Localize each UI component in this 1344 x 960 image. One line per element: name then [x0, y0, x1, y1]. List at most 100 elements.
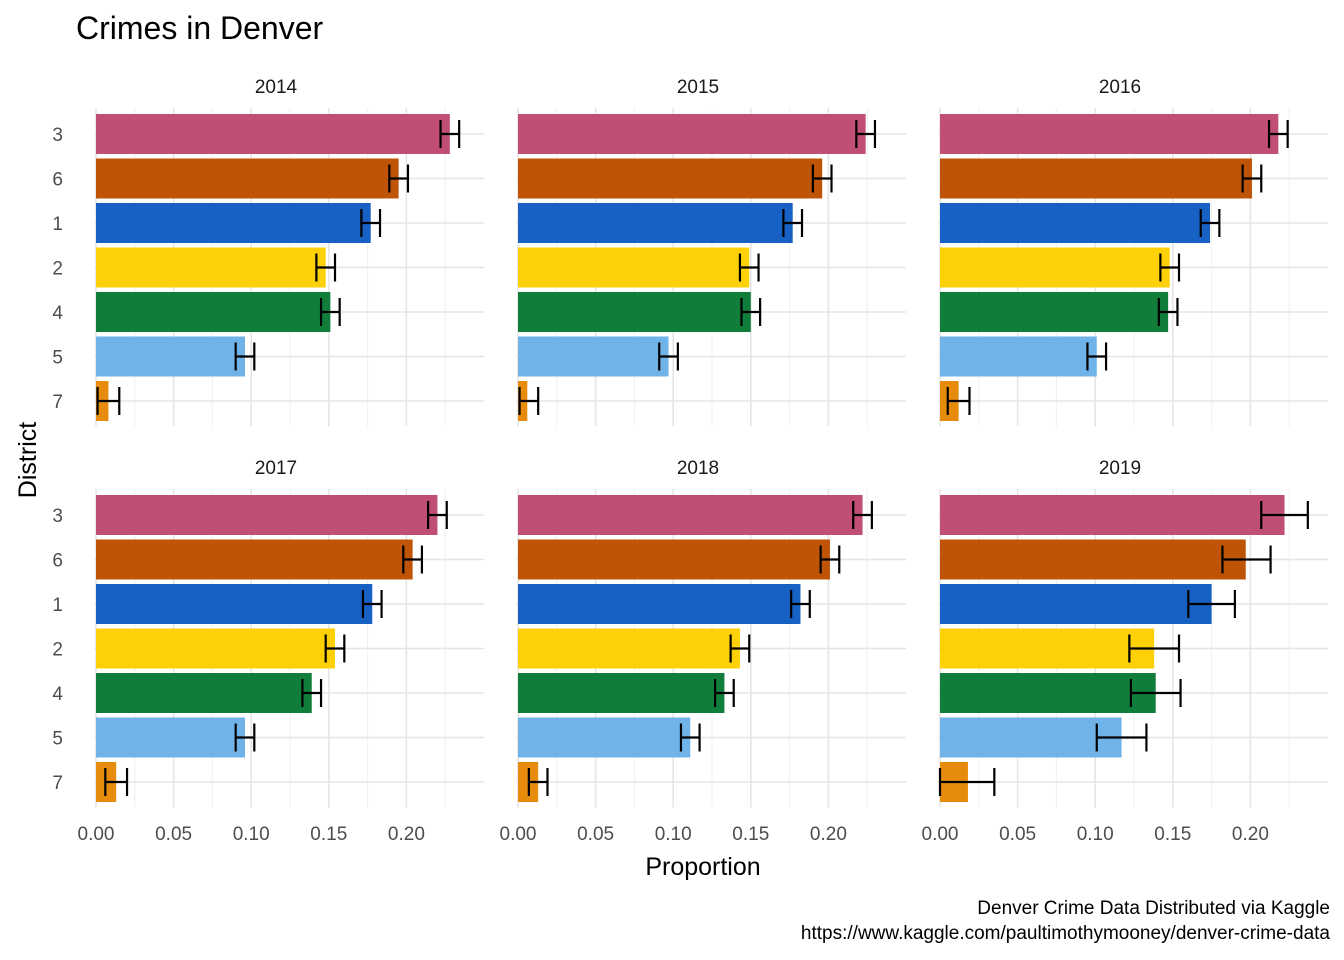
error-bar-district-3 — [855, 120, 877, 148]
bar-district-1 — [940, 203, 1211, 243]
bar-district-3 — [518, 114, 866, 154]
error-bar-district-6 — [402, 545, 424, 574]
bar-district-1 — [940, 584, 1212, 624]
facet-panel-2016: 2016 — [938, 77, 1328, 427]
y-tick-label: 1 — [52, 214, 63, 235]
error-bar-district-5 — [1086, 342, 1108, 371]
y-axis-title: District — [14, 422, 42, 498]
error-bar-district-3 — [427, 501, 448, 529]
x-tick-label: 0.00 — [922, 824, 959, 845]
bar-district-6 — [518, 158, 823, 199]
y-tick-label: 7 — [52, 392, 63, 413]
error-bar-district-4 — [301, 679, 323, 707]
bar-district-4 — [940, 292, 1169, 332]
error-bar-district-7 — [104, 768, 129, 796]
error-bar-district-3 — [1260, 501, 1309, 529]
bar-district-2 — [96, 247, 326, 288]
x-tick-label: 0.15 — [1154, 824, 1191, 845]
bar-district-6 — [96, 539, 413, 580]
y-tick-label: 5 — [52, 729, 63, 750]
error-bar-district-1 — [782, 209, 804, 237]
bar-district-6 — [940, 158, 1252, 199]
x-tick-label: 0.10 — [233, 824, 270, 845]
bar-district-1 — [518, 584, 801, 624]
y-tick-label: 2 — [52, 640, 63, 661]
bar-district-3 — [940, 114, 1279, 154]
bar-district-3 — [96, 495, 438, 535]
y-tick-label: 6 — [52, 170, 63, 191]
error-bar-district-4 — [1157, 298, 1179, 326]
bar-district-1 — [96, 203, 371, 243]
bar-district-5 — [940, 336, 1097, 377]
x-tick-label: 0.00 — [500, 824, 537, 845]
error-bar-district-6 — [1241, 164, 1263, 193]
facet-panel-2014: 2014 3 6 1 2 4 5 7 — [52, 77, 484, 427]
facet-panel-2019: 2019 0.00 0.05 0.10 0.15 0.20 — [922, 458, 1328, 845]
bar-district-3 — [940, 495, 1285, 535]
bar-district-5 — [96, 336, 245, 377]
error-bar-district-5 — [658, 342, 679, 371]
x-tick-label: 0.20 — [810, 824, 847, 845]
y-tick-label: 3 — [52, 125, 63, 146]
error-bar-district-4 — [319, 298, 341, 326]
bar-district-5 — [518, 717, 691, 758]
error-bar-district-7 — [96, 387, 121, 415]
bar-district-3 — [518, 495, 863, 535]
error-bar-district-1 — [360, 209, 382, 237]
x-tick-label: 0.05 — [155, 824, 192, 845]
x-tick-label: 0.10 — [1077, 824, 1114, 845]
error-bar-district-2 — [1128, 634, 1181, 663]
error-bar-district-1 — [1187, 590, 1236, 618]
y-tick-label: 7 — [52, 773, 63, 794]
bar-district-5 — [96, 717, 245, 758]
facet-label-2016: 2016 — [1099, 77, 1141, 98]
bar-district-4 — [518, 292, 751, 332]
facet-label-2018: 2018 — [677, 458, 719, 479]
y-tick-label: 4 — [52, 684, 63, 705]
bar-district-4 — [96, 292, 331, 332]
error-bar-district-7 — [527, 768, 549, 796]
error-bar-district-7 — [518, 387, 540, 415]
error-bar-district-2 — [738, 253, 760, 282]
bar-district-2 — [518, 247, 750, 288]
bar-district-4 — [96, 673, 312, 713]
x-tick-label: 0.05 — [577, 824, 614, 845]
x-tick-label: 0.00 — [78, 824, 115, 845]
error-bar-district-4 — [714, 679, 735, 707]
error-bar-district-1 — [361, 590, 383, 618]
caption-url: https://www.kaggle.com/paultimothymooney… — [801, 923, 1331, 944]
bar-district-2 — [96, 628, 336, 669]
error-bar-district-6 — [388, 164, 410, 193]
error-bar-district-5 — [234, 723, 256, 752]
chart-title: Crimes in Denver — [76, 10, 324, 46]
facet-panels: 2014 3 6 1 2 4 5 7 2015 2016 2017 3 6 1 2 4 5 7 0.00 0.05 0.… — [52, 77, 1328, 845]
y-tick-label: 5 — [52, 348, 63, 369]
bar-district-6 — [940, 539, 1246, 580]
error-bar-district-2 — [315, 253, 337, 282]
error-bar-district-2 — [729, 634, 751, 663]
bar-district-5 — [940, 717, 1122, 758]
y-tick-label: 2 — [52, 259, 63, 280]
bar-district-1 — [518, 203, 793, 243]
facet-label-2015: 2015 — [677, 77, 719, 98]
error-bar-district-4 — [1129, 679, 1182, 707]
x-tick-label: 0.15 — [310, 824, 347, 845]
x-tick-label: 0.10 — [655, 824, 692, 845]
y-tick-label: 4 — [52, 303, 63, 324]
caption-source: Denver Crime Data Distributed via Kaggle — [977, 898, 1330, 919]
error-bar-district-6 — [819, 545, 841, 574]
error-bar-district-3 — [852, 501, 873, 529]
x-tick-label: 0.20 — [388, 824, 425, 845]
facet-panel-2018: 2018 0.00 0.05 0.10 0.15 0.20 — [500, 458, 906, 845]
bar-district-2 — [518, 628, 740, 669]
bar-district-3 — [96, 114, 450, 154]
bar-district-4 — [518, 673, 725, 713]
x-axis-title: Proportion — [645, 853, 760, 881]
x-tick-label: 0.05 — [999, 824, 1036, 845]
error-bar-district-5 — [234, 342, 256, 371]
bar-district-2 — [940, 628, 1155, 669]
error-bar-district-2 — [1159, 253, 1181, 282]
error-bar-district-1 — [790, 590, 811, 618]
error-bar-district-2 — [324, 634, 346, 663]
